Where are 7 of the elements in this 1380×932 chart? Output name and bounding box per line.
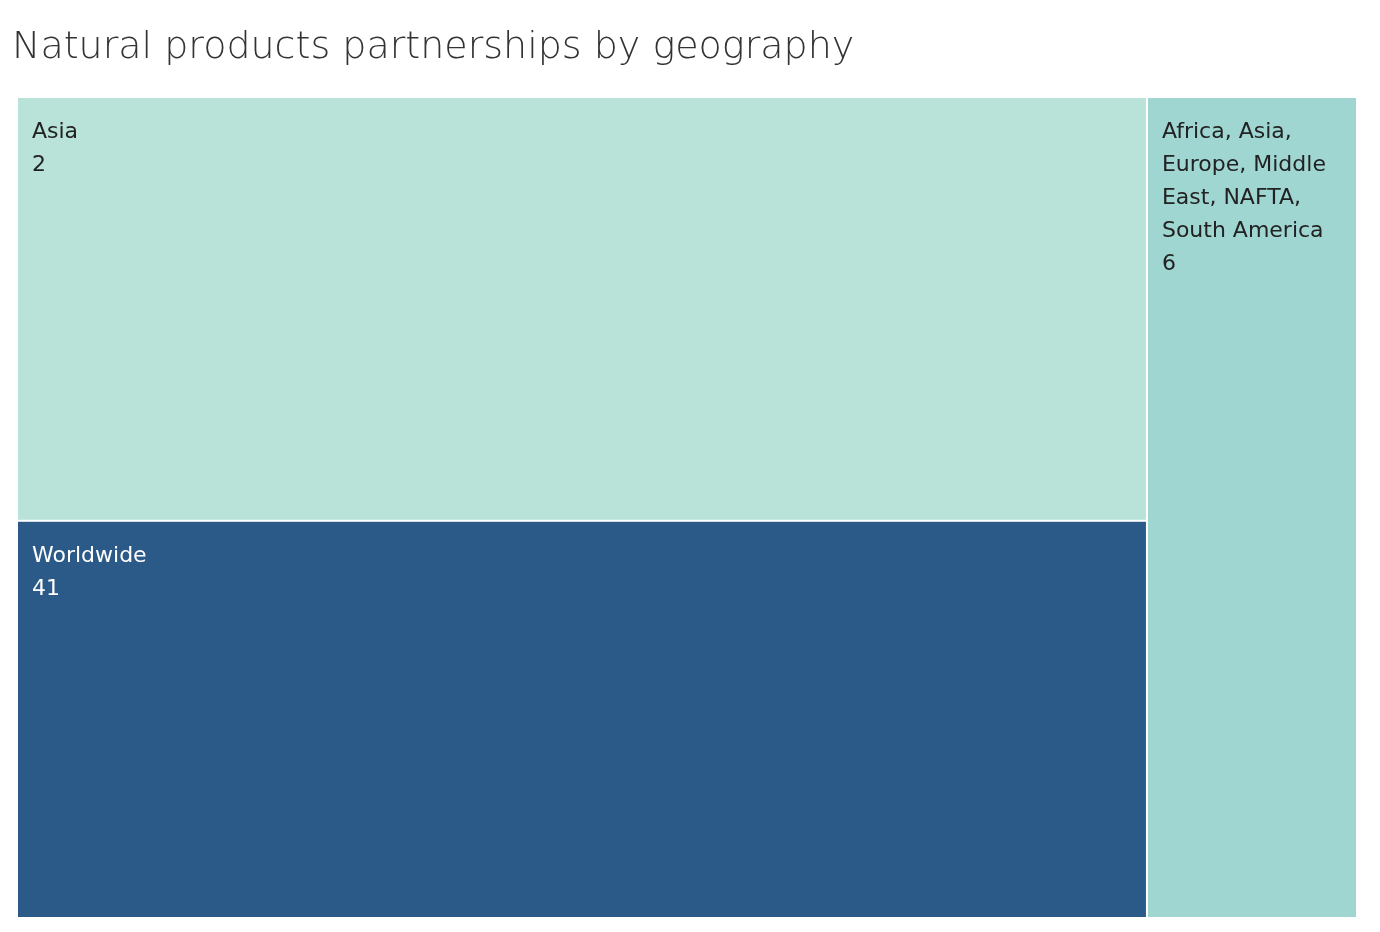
category-label: Worldwide (32, 541, 147, 567)
data-label: 41 (32, 574, 60, 600)
category-label: Africa, Asia, Europe, Middle East, NAFTA, South America (1161, 118, 1326, 242)
data-label: 6 (1161, 250, 1176, 275)
category-label: Asia (32, 118, 79, 143)
data-label: 2 (32, 151, 46, 176)
text: Natural products partnerships by geography (12, 23, 855, 67)
